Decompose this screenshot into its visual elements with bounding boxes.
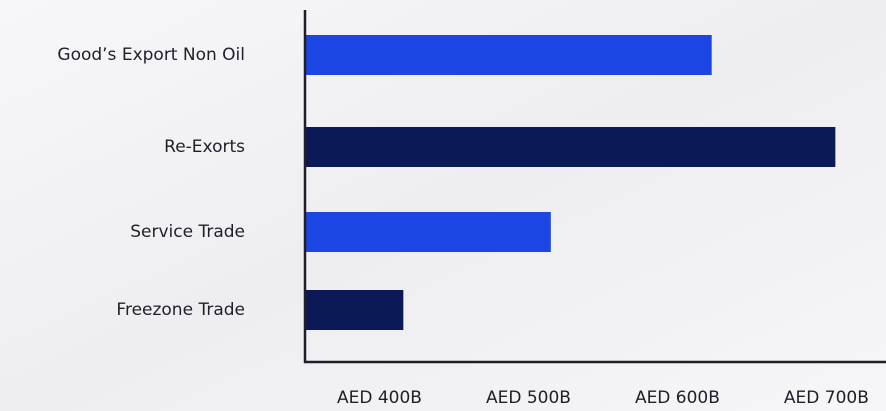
x-tick-label: AED 700B bbox=[784, 388, 869, 408]
bar bbox=[305, 127, 836, 167]
category-label: Good’s Export Non Oil bbox=[57, 45, 245, 65]
x-tick-label: AED 500B bbox=[486, 388, 571, 408]
plot: Good’s Export Non Oil Re-Exorts Service Tr… bbox=[57, 10, 886, 408]
bar bbox=[305, 35, 712, 75]
category-label: Service Trade bbox=[130, 222, 245, 242]
category-label: Freezone Trade bbox=[116, 300, 245, 320]
bar bbox=[305, 212, 551, 252]
category-label: Re-Exorts bbox=[164, 137, 245, 157]
x-tick-label: AED 400B bbox=[337, 388, 422, 408]
x-tick-label: AED 600B bbox=[635, 388, 720, 408]
bar bbox=[305, 290, 404, 330]
